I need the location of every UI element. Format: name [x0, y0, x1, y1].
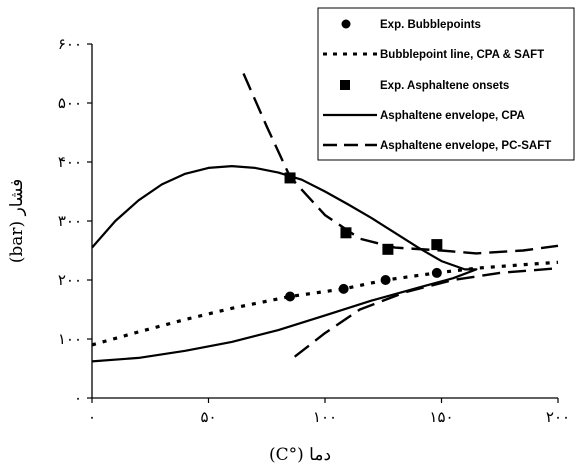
exp-asphaltene-onsets-marker-1 [340, 227, 352, 239]
exp-bubblepoints-marker-2 [380, 275, 391, 285]
y-tick-label-3: ۳۰۰ [58, 212, 82, 230]
legend-label-bubblepoint-line: Bubblepoint line, CPA & SAFT [380, 49, 544, 61]
asphaltene-envelope-pc-saft-line-4 [242, 73, 559, 255]
x-tick-label-4: ۲۰۰ [546, 408, 570, 426]
y-axis-label: فشار (bar) [7, 179, 27, 264]
legend-marker-onsets [340, 80, 350, 90]
legend-label-onsets: Exp. Asphaltene onsets [380, 80, 509, 92]
legend-label-bubblepoints: Exp. Bubblepoints [380, 19, 481, 31]
y-tick-label-2: ۲۰۰ [58, 271, 82, 289]
y-tick-label-4: ۴۰۰ [58, 153, 82, 171]
exp-bubblepoints-marker-0 [285, 291, 296, 302]
x-axis-label: دما (°C) [269, 445, 331, 465]
x-tick-label-0: ۰ [88, 408, 96, 426]
x-tick-label-3: ۱۵۰ [429, 408, 453, 426]
legend-marker-bubblepoints [341, 19, 351, 29]
bubblepoint-line-cpa-saft-line-1 [91, 260, 559, 347]
marker-layer [284, 172, 443, 302]
asphaltene-envelope-cpa-line-3 [91, 165, 478, 363]
series-layer [91, 73, 559, 363]
y-tick-label-1: ۱۰۰ [58, 330, 82, 348]
legend: Exp. Bubblepoints Bubblepoint line, CPA … [317, 7, 575, 161]
exp-asphaltene-onsets-marker-3 [431, 239, 443, 251]
legend-label-cpa: Asphaltene envelope, CPA [380, 110, 525, 122]
asphaltene-envelope-pc-saft-line-5 [293, 267, 559, 358]
exp-asphaltene-onsets-marker-0 [284, 172, 296, 184]
legend-label-pcsaft: Asphaltene envelope, PC-SAFT [380, 140, 551, 152]
y-tick-label-6: ۶۰۰ [58, 35, 82, 53]
exp-bubblepoints-marker-3 [431, 267, 442, 278]
legend-box [317, 7, 575, 161]
exp-asphaltene-onsets-marker-2 [382, 243, 394, 255]
y-tick-label-0: ۰ [74, 389, 82, 407]
exp-bubblepoints-marker-1 [338, 283, 349, 294]
x-tick-label-2: ۱۰۰ [313, 408, 337, 426]
x-tick-label-1: ۵۰ [200, 408, 216, 426]
tick-layer: ۰ ۵۰ ۱۰۰ ۱۵۰ ۲۰۰ ۰ ۱۰۰ ۲۰۰ ۳۰۰ ۴۰۰ ۵۰۰ ۶۰۰ [58, 35, 570, 426]
y-tick-label-5: ۵۰۰ [58, 94, 82, 112]
